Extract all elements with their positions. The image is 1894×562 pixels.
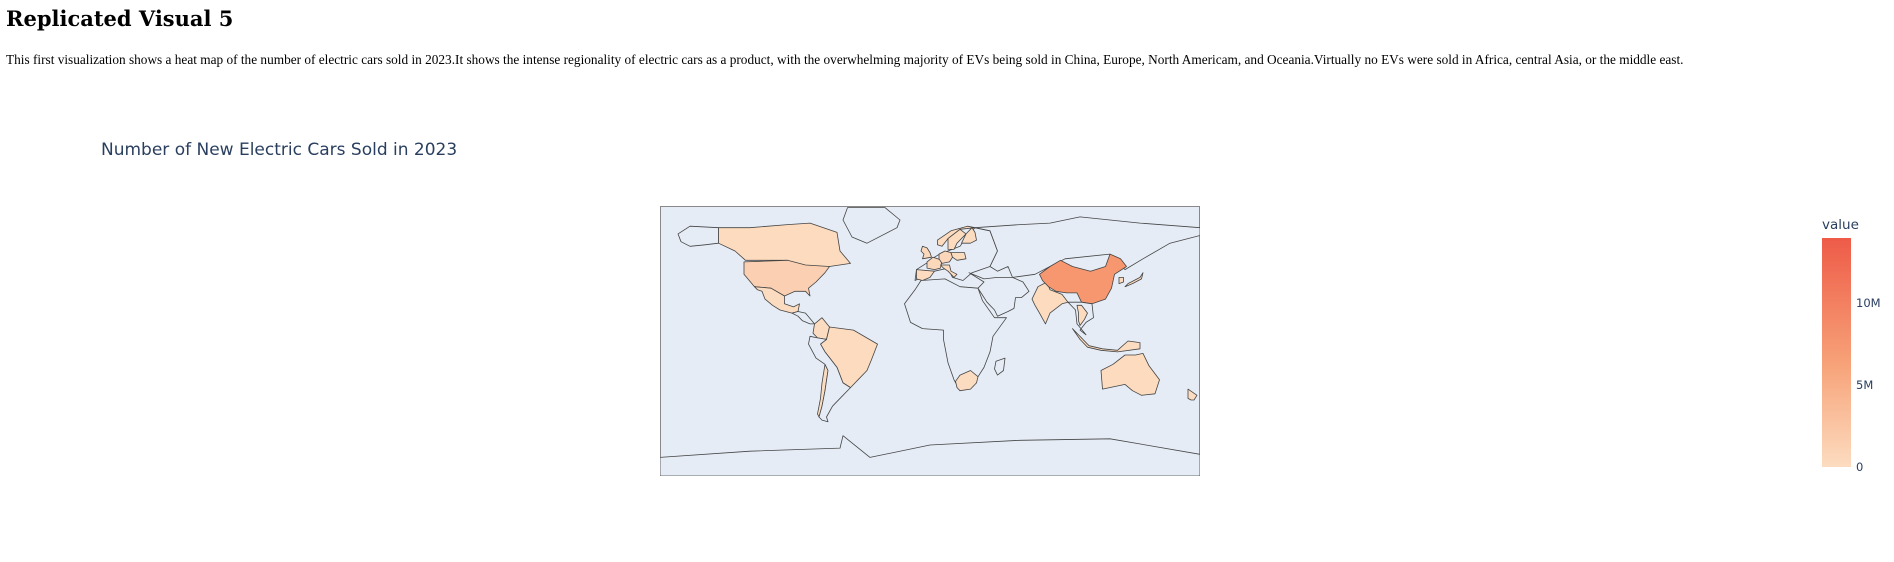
colorbar-tick: 0 bbox=[1856, 460, 1864, 474]
region-thailand[interactable] bbox=[1076, 304, 1088, 326]
region-middle-east[interactable] bbox=[968, 272, 1030, 317]
region-greenland[interactable] bbox=[842, 207, 901, 244]
colorbar-title: value bbox=[1822, 217, 1859, 233]
region-south-korea[interactable] bbox=[1118, 277, 1124, 284]
region-south-africa[interactable] bbox=[955, 370, 979, 392]
region-indonesia[interactable] bbox=[1072, 328, 1141, 353]
region-china[interactable] bbox=[1039, 253, 1127, 305]
region-poland[interactable] bbox=[950, 252, 967, 261]
region-canada[interactable] bbox=[718, 222, 851, 272]
region-madagascar[interactable] bbox=[994, 357, 1006, 376]
region-africa[interactable] bbox=[904, 278, 1007, 392]
region-germany[interactable] bbox=[938, 250, 953, 264]
region-new-zealand[interactable] bbox=[1187, 388, 1198, 401]
region-spain[interactable] bbox=[916, 269, 935, 281]
region-finland[interactable] bbox=[961, 227, 977, 244]
colorbar-tick: 10M bbox=[1856, 296, 1881, 311]
region-france[interactable] bbox=[926, 256, 943, 270]
chart-title: Number of New Electric Cars Sold in 2023 bbox=[101, 140, 458, 160]
region-south-america-rest[interactable] bbox=[808, 335, 851, 423]
region-united-kingdom[interactable] bbox=[920, 245, 932, 260]
page-description: This first visualization shows a heat ma… bbox=[6, 52, 1684, 67]
world-map[interactable] bbox=[660, 206, 1200, 476]
region-central-america[interactable] bbox=[791, 311, 815, 325]
region-antarctica[interactable] bbox=[660, 435, 1200, 476]
region-japan[interactable] bbox=[1124, 272, 1144, 288]
region-alaska[interactable] bbox=[677, 225, 719, 247]
region-italy[interactable] bbox=[940, 264, 958, 278]
colorbar-tick: 5M bbox=[1856, 378, 1874, 393]
page-heading: Replicated Visual 5 bbox=[6, 6, 234, 31]
region-australia[interactable] bbox=[1100, 352, 1160, 396]
colorbar bbox=[1822, 238, 1851, 467]
